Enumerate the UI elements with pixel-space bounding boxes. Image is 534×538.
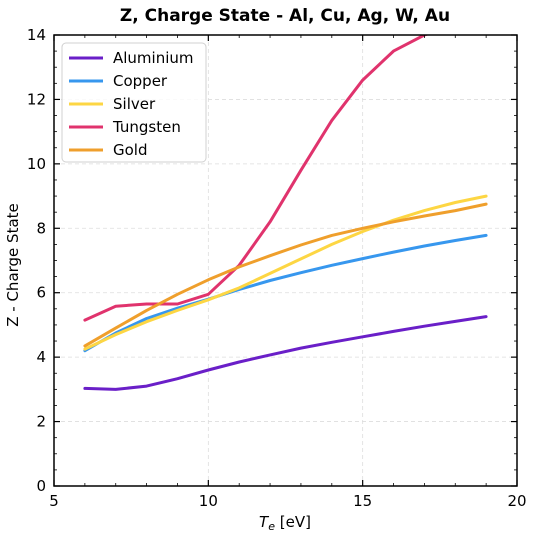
series-line-gold [83, 202, 488, 348]
y-tick-label: 14 [27, 26, 46, 44]
x-axis-label-base: T [259, 513, 270, 531]
series-layer [83, 35, 488, 391]
series-line-aluminium [83, 315, 488, 391]
x-axis-label-subscript: e [268, 520, 275, 533]
x-tick-label: 20 [507, 492, 526, 510]
tick-label-layer: 5 10 15 20 0 2 4 6 8 10 12 14 [27, 26, 527, 510]
y-tick-label: 12 [27, 90, 46, 108]
chart-title: Z, Charge State - Al, Cu, Ag, W, Au [120, 6, 450, 26]
legend: Aluminium Copper Silver Tungsten Gold [61, 42, 207, 163]
x-tick-label: 10 [199, 492, 218, 510]
y-tick-label: 10 [27, 155, 46, 173]
y-tick-label: 4 [36, 348, 46, 366]
legend-label-gold: Gold [113, 141, 148, 159]
y-tick-label: 2 [36, 413, 46, 431]
legend-label-aluminium: Aluminium [113, 49, 194, 67]
y-tick-label: 6 [36, 284, 46, 302]
tick-layer [53, 34, 518, 487]
x-tick-label: 5 [49, 492, 59, 510]
x-tick-label: 15 [353, 492, 372, 510]
legend-box [61, 42, 207, 163]
x-axis-label: Te [eV] [259, 513, 311, 533]
legend-label-copper: Copper [113, 72, 168, 90]
y-axis-label: Z - Charge State [4, 203, 22, 327]
legend-label-silver: Silver [113, 95, 156, 113]
series-line-tungsten [83, 35, 430, 322]
x-axis-label-unit: [eV] [275, 513, 311, 531]
series-line-silver [83, 194, 488, 351]
y-tick-label: 8 [36, 219, 46, 237]
y-tick-label: 0 [36, 477, 46, 495]
legend-label-tungsten: Tungsten [112, 118, 181, 136]
series-line-copper [83, 233, 488, 353]
